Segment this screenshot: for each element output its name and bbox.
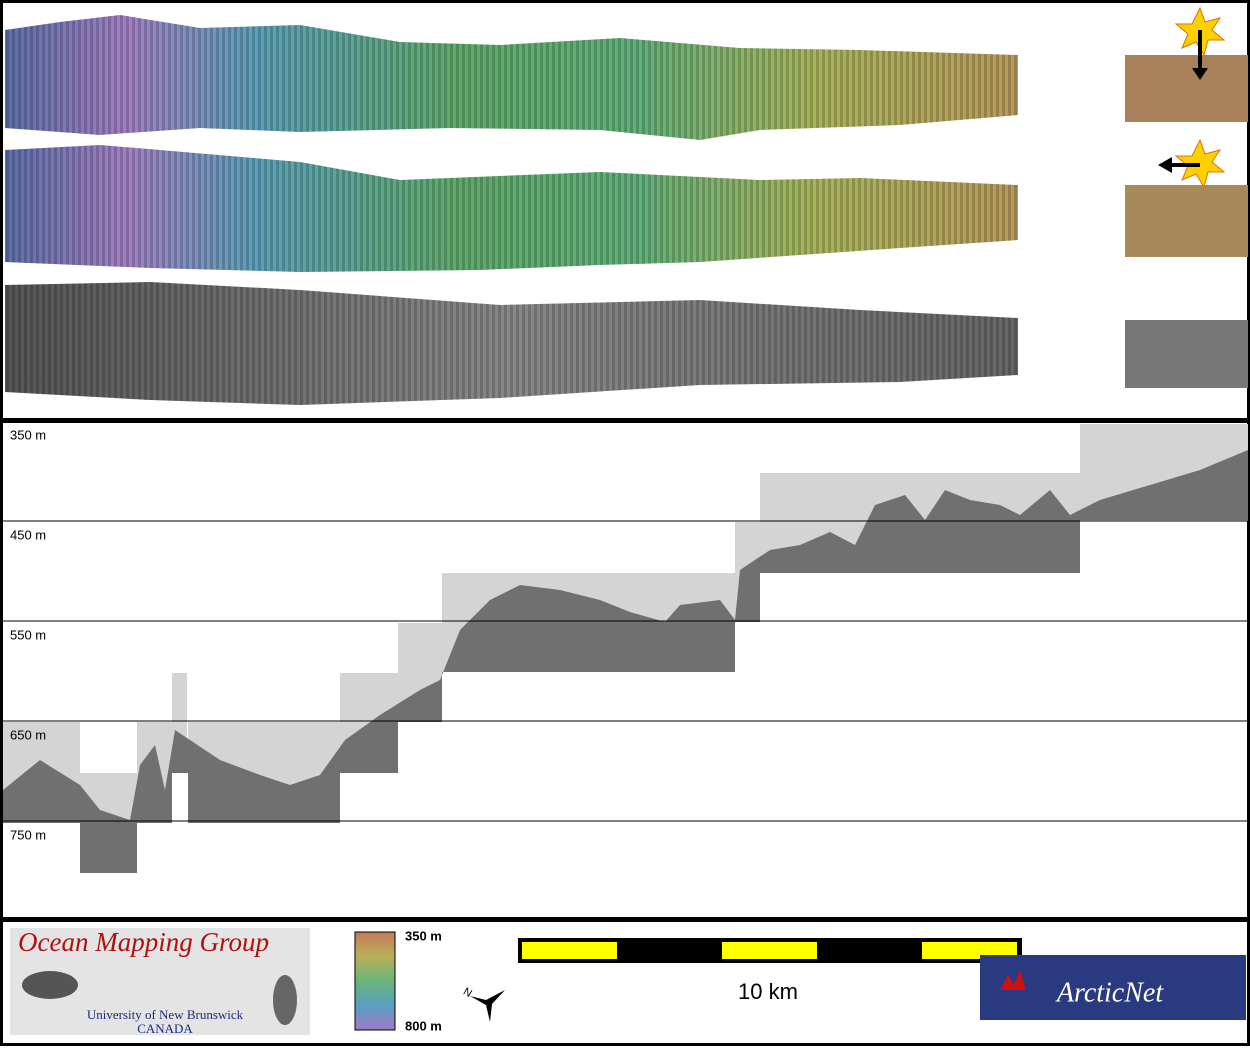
strip-end (1125, 55, 1248, 122)
scale-segment (922, 942, 1017, 959)
depth-label: 450 m (10, 527, 46, 542)
seafloor (3, 450, 1248, 873)
omg-university: University of New Brunswick (87, 1007, 244, 1022)
divider (0, 917, 1250, 922)
compass (470, 990, 505, 1022)
profile: 350 m 450 m 550 m 650 m 750 m (3, 424, 1248, 873)
strip-texture (5, 145, 1018, 272)
depth-label: 350 m (10, 427, 46, 442)
logo-shape (273, 975, 297, 1025)
colorbar (354, 931, 396, 1031)
maple-leaf (1000, 970, 1026, 990)
strip-end (1125, 185, 1248, 257)
sun-arrow-head (1158, 157, 1172, 173)
divider (0, 418, 1250, 423)
colorbar-label: 350 m (405, 928, 442, 943)
colorbar-label: 800 m (405, 1018, 442, 1033)
strip-texture (5, 282, 1018, 405)
scale-label: 10 km (738, 979, 798, 1004)
footer: Ocean Mapping Group University of New Br… (10, 927, 1246, 1036)
logo-shape (22, 971, 78, 999)
scale-segment (522, 942, 617, 959)
omg-country: CANADA (137, 1021, 193, 1036)
sun-arrow-head (1192, 68, 1208, 80)
depth-label: 750 m (10, 827, 46, 842)
depth-label: 550 m (10, 627, 46, 642)
strip-texture (5, 15, 1018, 140)
depth-label: 650 m (10, 727, 46, 742)
omg-title: Ocean Mapping Group (18, 927, 269, 957)
scale-segment (722, 942, 817, 959)
bathymetry-strips (5, 6, 1248, 405)
strip-end (1125, 320, 1248, 388)
arcticnet-text: ArcticNet (1055, 977, 1164, 1008)
